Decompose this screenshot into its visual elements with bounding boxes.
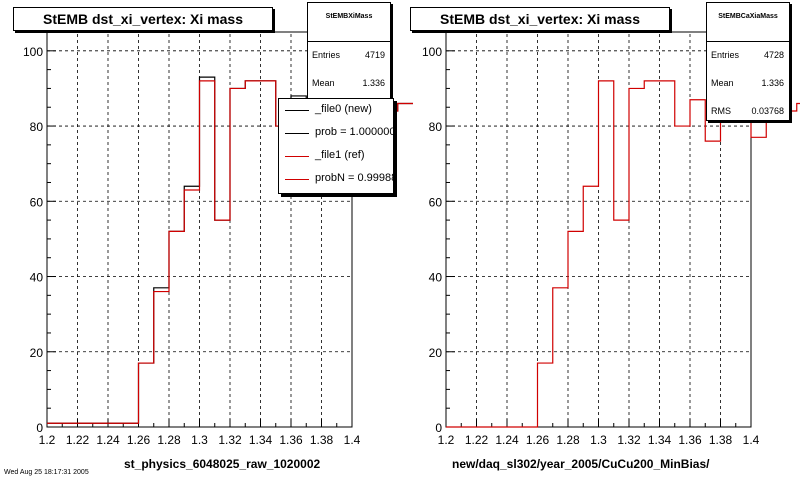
left-plot-title: StEMB dst_xi_vertex: Xi mass xyxy=(13,7,273,31)
left-x-tick-label: 1.28 xyxy=(157,433,181,447)
left-y-tick-label: 100 xyxy=(23,45,43,59)
legend-swatch-new xyxy=(285,110,309,111)
left-stats-title: StEMBXiMass xyxy=(308,3,390,42)
legend-entry-prob: prob = 1.000000 xyxy=(279,122,393,145)
right-stats-mean-row: Mean 1.336 xyxy=(707,70,789,98)
legend-swatch-probn xyxy=(285,179,309,180)
right-stats-entries-label: Entries xyxy=(711,50,740,60)
right-x-tick-label: 1.34 xyxy=(648,433,672,447)
left-stats-entries-row: Entries 4719 xyxy=(308,42,390,70)
right-stats-title: StEMBCaXiaMass xyxy=(707,3,789,42)
left-plot-title-text: StEMB dst_xi_vertex: Xi mass xyxy=(43,11,243,27)
left-y-tick-label: 80 xyxy=(30,120,44,134)
right-y-tick-label: 40 xyxy=(429,271,443,285)
left-x-tick-label: 1.36 xyxy=(279,433,303,447)
right-y-tick-label: 20 xyxy=(429,346,443,360)
left-stats-box: StEMBXiMass Entries 4719 Mean 1.336 xyxy=(307,2,391,101)
right-x-tick-label: 1.3 xyxy=(590,433,607,447)
left-stats-entries-label: Entries xyxy=(312,50,341,60)
left-stats-entries-value: 4719 xyxy=(364,50,385,60)
legend-label-new: _file0 (new) xyxy=(315,103,372,115)
left-legend: _file0 (new) prob = 1.000000 _file1 (ref… xyxy=(278,98,394,194)
legend-swatch-prob xyxy=(285,133,309,134)
left-y-tick-label: 40 xyxy=(30,271,44,285)
left-x-tick-label: 1.32 xyxy=(218,433,242,447)
right-stats-rms-label: RMS xyxy=(711,106,731,116)
legend-label-prob: prob = 1.000000 xyxy=(315,126,394,138)
left-x-tick-label: 1.4 xyxy=(344,433,361,447)
timestamp-footer: Wed Aug 25 18:17:31 2005 xyxy=(4,469,89,476)
right-stats-entries-row: Entries 4728 xyxy=(707,42,789,70)
right-stats-entries-value: 4728 xyxy=(763,50,784,60)
right-x-tick-label: 1.24 xyxy=(495,433,519,447)
left-x-tick-label: 1.3 xyxy=(191,433,208,447)
right-y-tick-label: 100 xyxy=(422,45,442,59)
legend-label-probn: probN = 0.99988 xyxy=(315,172,394,184)
left-y-tick-label: 60 xyxy=(30,195,44,209)
legend-entry-ref: _file1 (ref) xyxy=(279,145,393,168)
right-histogram-series-0 xyxy=(446,46,800,428)
right-x-tick-label: 1.28 xyxy=(556,433,580,447)
left-y-tick-label: 20 xyxy=(30,346,44,360)
left-stats-mean-row: Mean 1.336 xyxy=(308,70,390,98)
right-x-axis-title: new/daq_sl302/year_2005/CuCu200_MinBias/ xyxy=(452,457,710,471)
left-x-tick-label: 1.34 xyxy=(249,433,273,447)
right-x-tick-label: 1.4 xyxy=(743,433,760,447)
right-stats-mean-value: 1.336 xyxy=(761,78,784,88)
right-plot-title: StEMB dst_xi_vertex: Xi mass xyxy=(410,7,670,31)
right-x-tick-label: 1.26 xyxy=(526,433,550,447)
right-y-tick-label: 60 xyxy=(429,195,443,209)
right-stats-rms-value: 0.03768 xyxy=(751,106,784,116)
left-stats-mean-label: Mean xyxy=(312,78,335,88)
left-y-tick-label: 0 xyxy=(36,421,43,435)
legend-label-ref: _file1 (ref) xyxy=(315,149,365,161)
right-stats-box: StEMBCaXiaMass Entries 4728 Mean 1.336 R… xyxy=(706,2,790,121)
right-stats-rms-row: RMS 0.03768 xyxy=(707,98,789,126)
legend-entry-new: _file0 (new) xyxy=(279,99,393,122)
legend-swatch-ref xyxy=(285,156,309,157)
right-x-tick-label: 1.38 xyxy=(709,433,733,447)
legend-entry-probn: probN = 0.99988 xyxy=(279,168,393,191)
left-x-axis-title: st_physics_6048025_raw_1020002 xyxy=(124,457,321,471)
right-x-tick-label: 1.22 xyxy=(465,433,489,447)
left-x-tick-label: 1.26 xyxy=(127,433,151,447)
right-plot-title-text: StEMB dst_xi_vertex: Xi mass xyxy=(440,11,640,27)
left-x-tick-label: 1.22 xyxy=(66,433,90,447)
right-x-tick-label: 1.32 xyxy=(617,433,641,447)
left-x-tick-label: 1.24 xyxy=(96,433,120,447)
right-y-tick-label: 80 xyxy=(429,120,443,134)
left-stats-mean-value: 1.336 xyxy=(362,78,385,88)
right-stats-mean-label: Mean xyxy=(711,78,734,88)
left-x-tick-label: 1.2 xyxy=(39,433,56,447)
left-x-tick-label: 1.38 xyxy=(310,433,334,447)
right-y-tick-label: 0 xyxy=(435,421,442,435)
right-x-tick-label: 1.36 xyxy=(678,433,702,447)
right-x-tick-label: 1.2 xyxy=(438,433,455,447)
